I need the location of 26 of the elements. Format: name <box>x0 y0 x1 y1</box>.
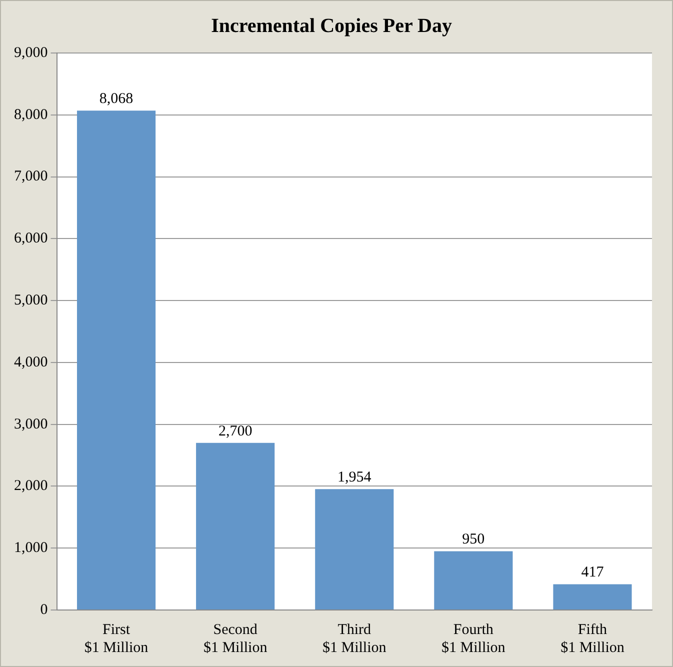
x-tick-label: Fifth $1 Million <box>560 622 625 656</box>
y-tick-label: 2,000 <box>14 478 48 494</box>
chart-title: Incremental Copies Per Day <box>211 15 452 38</box>
bar <box>315 489 394 610</box>
y-tick-label: 4,000 <box>14 354 48 370</box>
y-tick-label: 1,000 <box>14 540 48 556</box>
y-tick-label: 3,000 <box>14 416 48 432</box>
y-tick-label: 8,000 <box>14 106 48 123</box>
y-tick-label: 9,000 <box>14 44 48 61</box>
data-label: 1,954 <box>338 470 372 486</box>
x-tick-label: Third $1 Million <box>322 622 387 656</box>
data-label: 8,068 <box>99 91 134 108</box>
bar <box>434 551 513 610</box>
y-tick-label: 5,000 <box>14 292 48 308</box>
bar <box>196 442 275 610</box>
x-tick-label: Fourth $1 Million <box>442 622 506 656</box>
x-tick-label: Second $1 Million <box>203 622 268 656</box>
y-tick-label: 0 <box>40 602 48 618</box>
y-tick-label: 7,000 <box>14 168 48 185</box>
x-tick-label: First $1 Million <box>84 622 149 656</box>
bar <box>76 110 156 610</box>
data-label: 2,700 <box>218 423 252 440</box>
y-tick-label: 6,000 <box>14 230 48 247</box>
data-label: 950 <box>462 532 485 548</box>
bar <box>553 584 632 610</box>
data-label: 417 <box>581 564 604 581</box>
